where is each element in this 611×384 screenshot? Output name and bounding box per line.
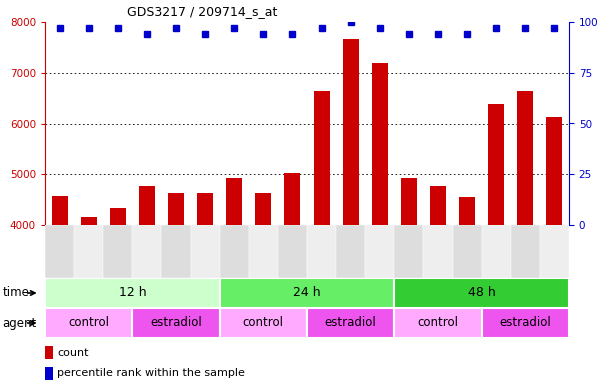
- Text: estradiol: estradiol: [325, 316, 376, 329]
- Bar: [511, 225, 540, 278]
- Bar: [220, 278, 394, 308]
- Bar: [278, 225, 307, 278]
- Bar: [430, 186, 446, 384]
- Text: 48 h: 48 h: [468, 286, 496, 300]
- Bar: [336, 225, 365, 278]
- Text: estradiol: estradiol: [499, 316, 551, 329]
- Bar: [371, 63, 388, 384]
- Bar: [394, 278, 569, 308]
- Text: 12 h: 12 h: [119, 286, 146, 300]
- Text: time: time: [2, 286, 29, 300]
- Bar: [168, 192, 184, 384]
- Text: GDS3217 / 209714_s_at: GDS3217 / 209714_s_at: [127, 5, 277, 18]
- Bar: [540, 225, 569, 278]
- Bar: [197, 192, 213, 384]
- Bar: [394, 308, 481, 338]
- Bar: [423, 225, 453, 278]
- Bar: [226, 178, 242, 384]
- Bar: [459, 197, 475, 384]
- Bar: [81, 217, 97, 384]
- Text: control: control: [243, 316, 284, 329]
- Bar: [51, 195, 68, 384]
- Bar: [110, 208, 126, 384]
- Text: agent: agent: [2, 316, 37, 329]
- Bar: [546, 118, 563, 384]
- Bar: [249, 225, 278, 278]
- Bar: [45, 278, 220, 308]
- Bar: [74, 225, 103, 278]
- Bar: [313, 91, 329, 384]
- Bar: [191, 225, 220, 278]
- Bar: [365, 225, 394, 278]
- Bar: [394, 225, 423, 278]
- Bar: [45, 367, 53, 380]
- Bar: [285, 173, 301, 384]
- Bar: [307, 308, 394, 338]
- Bar: [45, 308, 133, 338]
- Text: control: control: [68, 316, 109, 329]
- Text: percentile rank within the sample: percentile rank within the sample: [57, 369, 245, 379]
- Text: estradiol: estradiol: [150, 316, 202, 329]
- Bar: [518, 91, 533, 384]
- Bar: [45, 346, 53, 359]
- Bar: [161, 225, 191, 278]
- Bar: [481, 308, 569, 338]
- Bar: [453, 225, 481, 278]
- Bar: [220, 225, 249, 278]
- Text: count: count: [57, 348, 89, 358]
- Bar: [307, 225, 336, 278]
- Bar: [45, 225, 74, 278]
- Bar: [139, 186, 155, 384]
- Text: 24 h: 24 h: [293, 286, 321, 300]
- Bar: [481, 225, 511, 278]
- Bar: [133, 308, 220, 338]
- Bar: [343, 39, 359, 384]
- Bar: [133, 225, 161, 278]
- Bar: [255, 192, 271, 384]
- Bar: [488, 104, 504, 384]
- Bar: [103, 225, 133, 278]
- Bar: [220, 308, 307, 338]
- Text: control: control: [417, 316, 458, 329]
- Bar: [401, 178, 417, 384]
